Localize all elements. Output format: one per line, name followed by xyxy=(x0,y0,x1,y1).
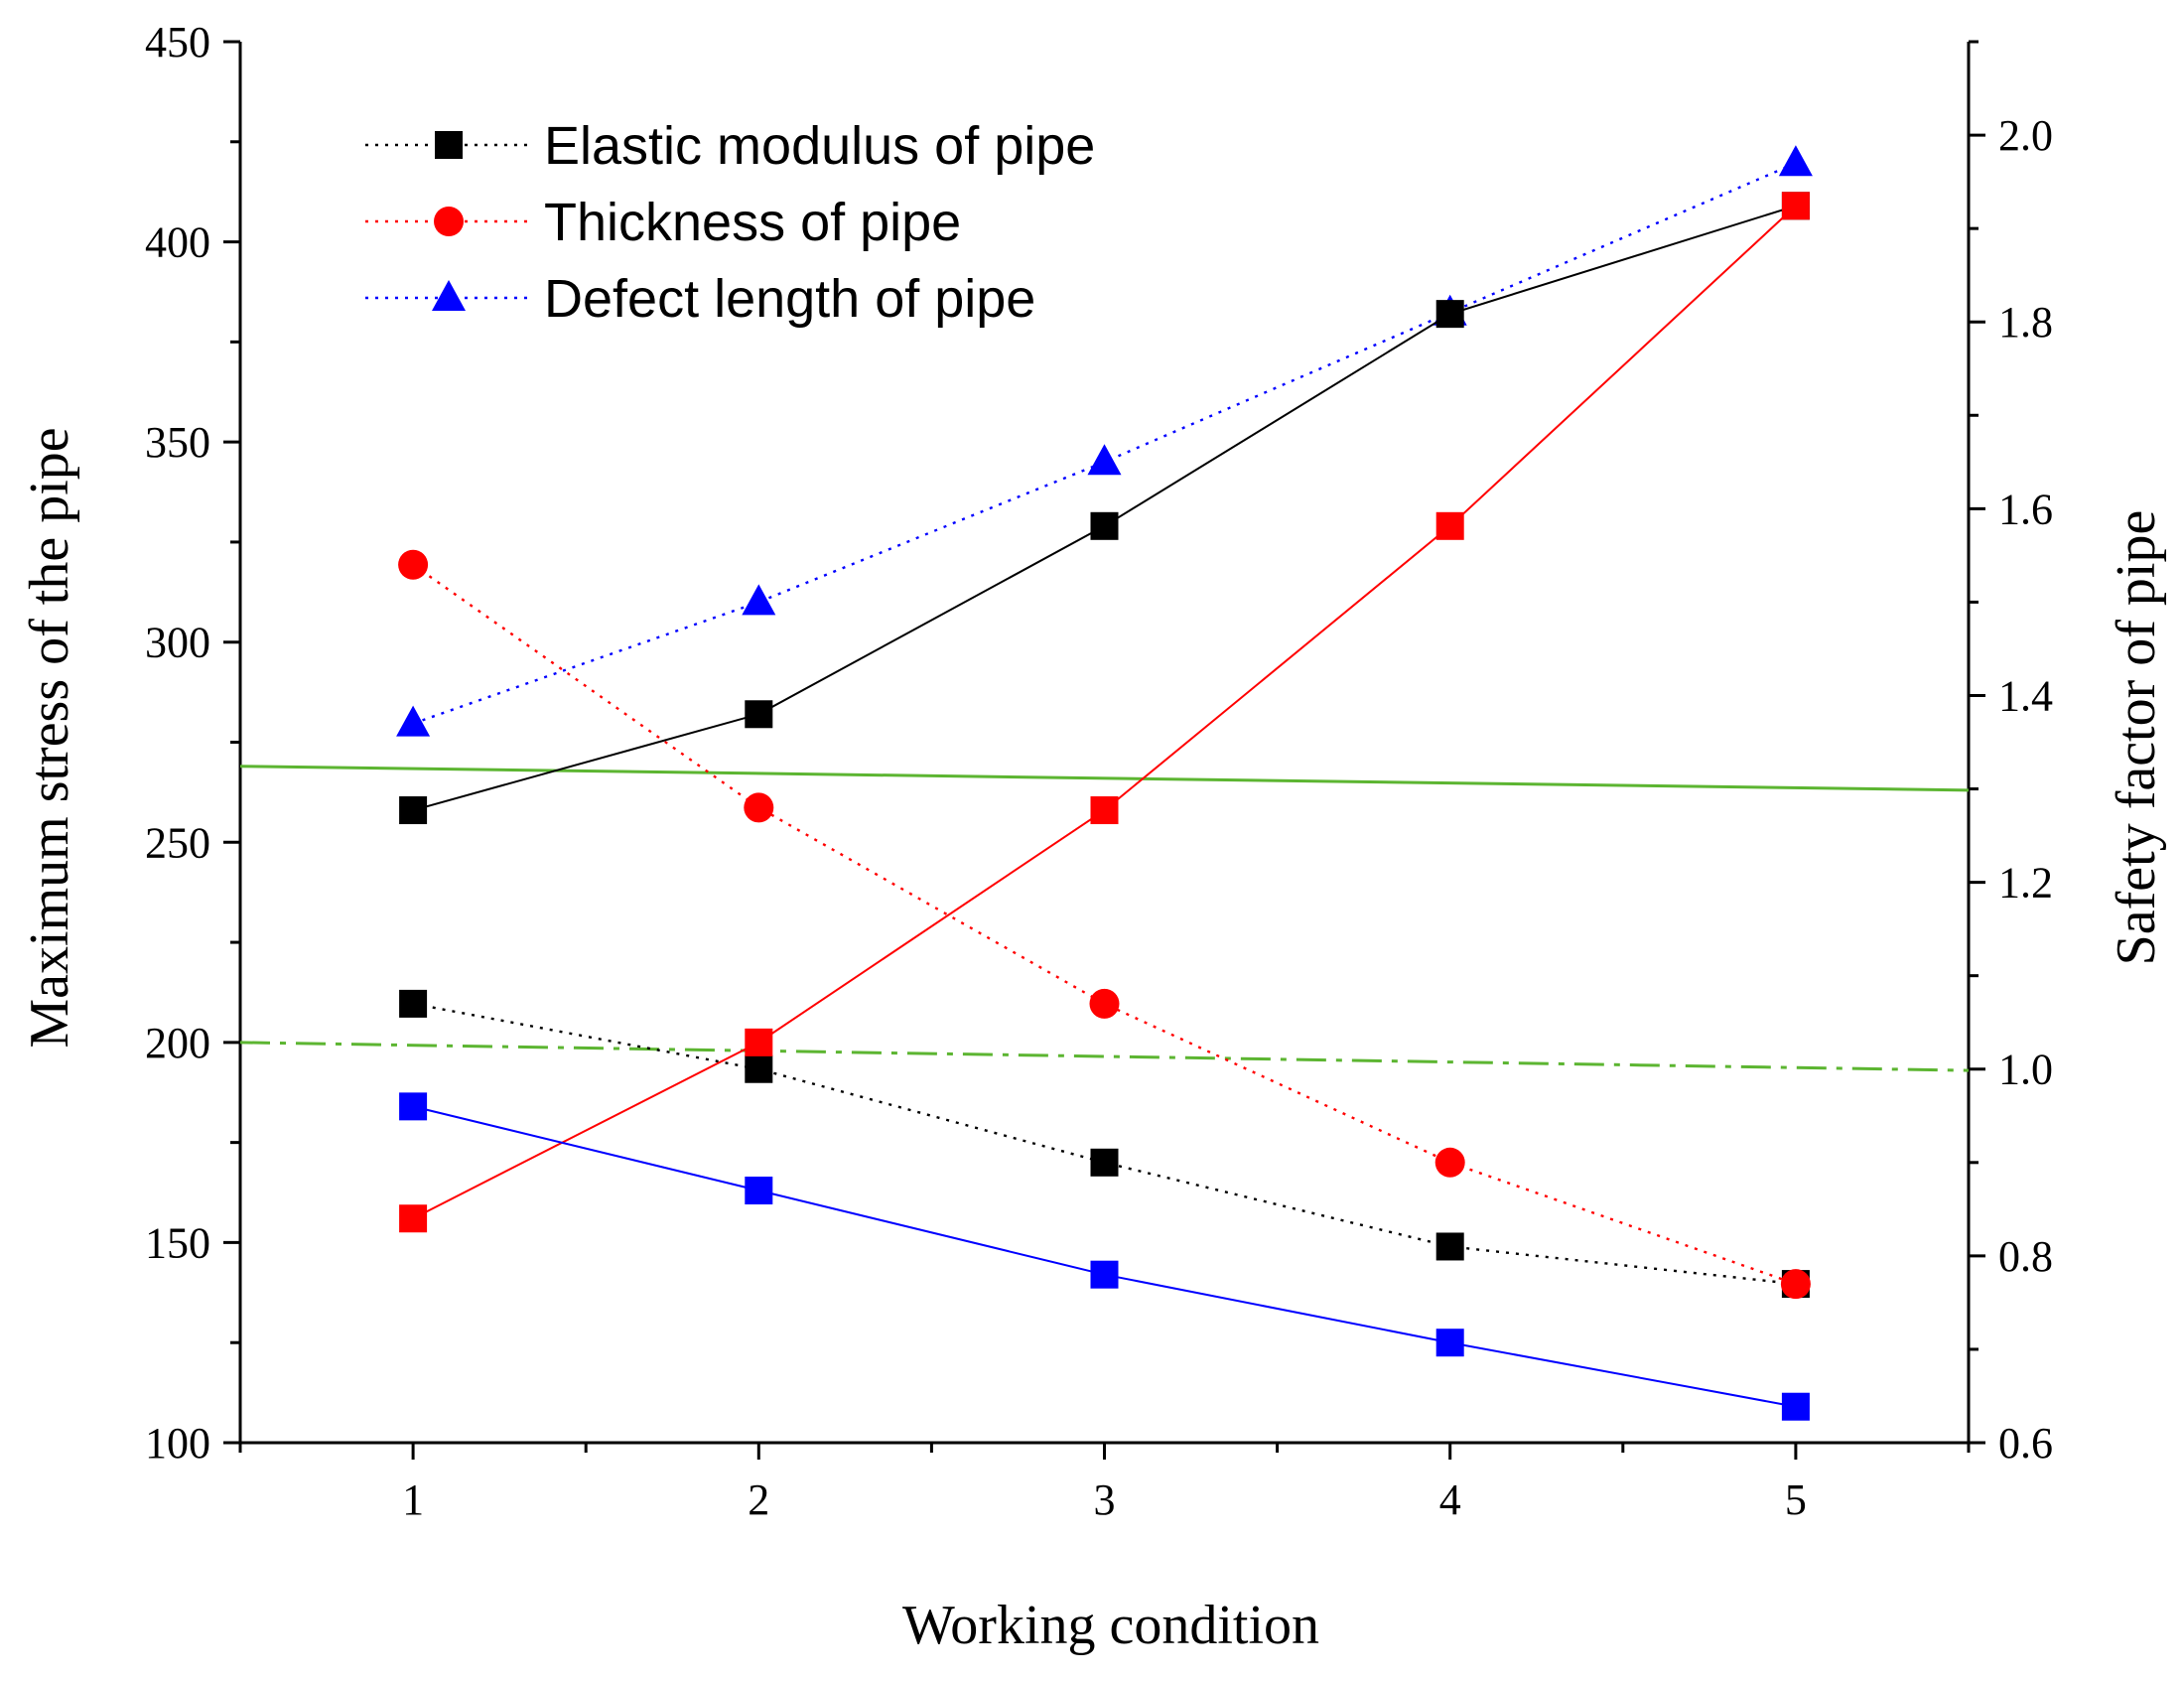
legend-marker xyxy=(432,280,466,311)
data-point-thickness-of-pipe-stress xyxy=(1435,511,1464,540)
reference-lines xyxy=(239,765,1970,1072)
y2-tick-label: 2.0 xyxy=(1998,111,2053,160)
y-tick-label: 250 xyxy=(145,818,210,867)
series-line-thickness-of-pipe-stress xyxy=(412,205,1797,1220)
reference-line-solid xyxy=(239,765,1970,792)
legend-label: Elastic modulus of pipe xyxy=(544,116,1095,176)
series-line-elastic-modulus-of-pipe-safety xyxy=(412,1002,1797,1286)
y2-tick-label: 1.4 xyxy=(1998,671,2053,720)
y-axis-title: Maximum stress of the pipe xyxy=(19,427,80,1048)
y2-axis-title: Safety factor of pipe xyxy=(2106,510,2167,966)
x-tick-label: 3 xyxy=(1094,1475,1116,1524)
axes-frame xyxy=(223,40,1985,1460)
series-line-defect-length-of-pipe-safety xyxy=(412,162,1797,725)
data-point-elastic-modulus-of-pipe-stress xyxy=(1090,511,1119,540)
y2-tick-label: 1.0 xyxy=(1998,1046,2053,1094)
data-point-elastic-modulus-of-pipe-safety xyxy=(745,1054,773,1083)
legend: Elastic modulus of pipe Thickness of pipe… xyxy=(365,116,1095,329)
data-point-elastic-modulus-of-pipe-stress xyxy=(745,700,773,729)
legend-label: Defect length of pipe xyxy=(544,269,1035,329)
x-tick-label: 2 xyxy=(748,1475,769,1524)
data-point-thickness-of-pipe-stress xyxy=(1781,192,1810,220)
x-tick-label: 5 xyxy=(1785,1475,1807,1524)
y-tick-label: 150 xyxy=(145,1218,210,1267)
y2-tick-label: 0.8 xyxy=(1998,1232,2053,1281)
legend-marker xyxy=(434,207,464,236)
data-point-defect-length-of-pipe-stress xyxy=(1781,1392,1810,1421)
data-point-thickness-of-pipe-safety xyxy=(744,792,774,823)
data-point-thickness-of-pipe-stress xyxy=(399,1204,428,1233)
y-tick-label: 200 xyxy=(145,1019,210,1067)
series-line-thickness-of-pipe-safety xyxy=(412,563,1797,1286)
data-point-thickness-of-pipe-safety xyxy=(1434,1147,1465,1178)
data-point-elastic-modulus-of-pipe-safety xyxy=(1435,1232,1464,1261)
legend-marker xyxy=(435,131,463,159)
y2-tick-label: 1.6 xyxy=(1998,485,2053,533)
x-axis-title: Working condition xyxy=(902,1595,1319,1656)
data-point-thickness-of-pipe-safety xyxy=(398,549,429,580)
x-tick-label: 1 xyxy=(402,1475,424,1524)
data-point-defect-length-of-pipe-safety xyxy=(396,705,431,737)
data-point-elastic-modulus-of-pipe-stress xyxy=(399,796,428,825)
y-tick-label: 350 xyxy=(145,418,210,467)
data-point-defect-length-of-pipe-stress xyxy=(745,1177,773,1205)
data-point-thickness-of-pipe-stress xyxy=(745,1028,773,1056)
y2-tick-label: 1.2 xyxy=(1998,859,2053,908)
data-point-defect-length-of-pipe-stress xyxy=(1435,1329,1464,1357)
y2-tick-label: 1.8 xyxy=(1998,298,2053,347)
y2-tick-label: 0.6 xyxy=(1998,1419,2053,1468)
data-point-elastic-modulus-of-pipe-safety xyxy=(399,989,428,1018)
y-tick-label: 400 xyxy=(145,218,210,267)
tick-labels: 100 150 200 250 300 350 400 450 0.6 0.8 1.0 1.2 1.4 1… xyxy=(145,18,2053,1524)
y-tick-label: 100 xyxy=(145,1419,210,1468)
data-point-defect-length-of-pipe-safety xyxy=(1087,444,1122,476)
data-point-defect-length-of-pipe-safety xyxy=(742,584,776,616)
series xyxy=(396,145,1813,1421)
data-point-elastic-modulus-of-pipe-stress xyxy=(1435,300,1464,329)
data-point-thickness-of-pipe-safety xyxy=(1780,1269,1811,1300)
y-tick-label: 300 xyxy=(145,619,210,667)
data-point-defect-length-of-pipe-safety xyxy=(1778,145,1813,177)
x-tick-label: 4 xyxy=(1439,1475,1461,1524)
data-point-defect-length-of-pipe-stress xyxy=(399,1092,428,1121)
reference-line-dashdot xyxy=(239,1041,1970,1072)
y-tick-label: 450 xyxy=(145,18,210,67)
data-point-thickness-of-pipe-stress xyxy=(1090,796,1119,825)
legend-label: Thickness of pipe xyxy=(544,193,961,252)
data-point-defect-length-of-pipe-stress xyxy=(1090,1260,1119,1289)
data-point-thickness-of-pipe-safety xyxy=(1089,988,1120,1019)
data-point-elastic-modulus-of-pipe-safety xyxy=(1090,1148,1119,1177)
